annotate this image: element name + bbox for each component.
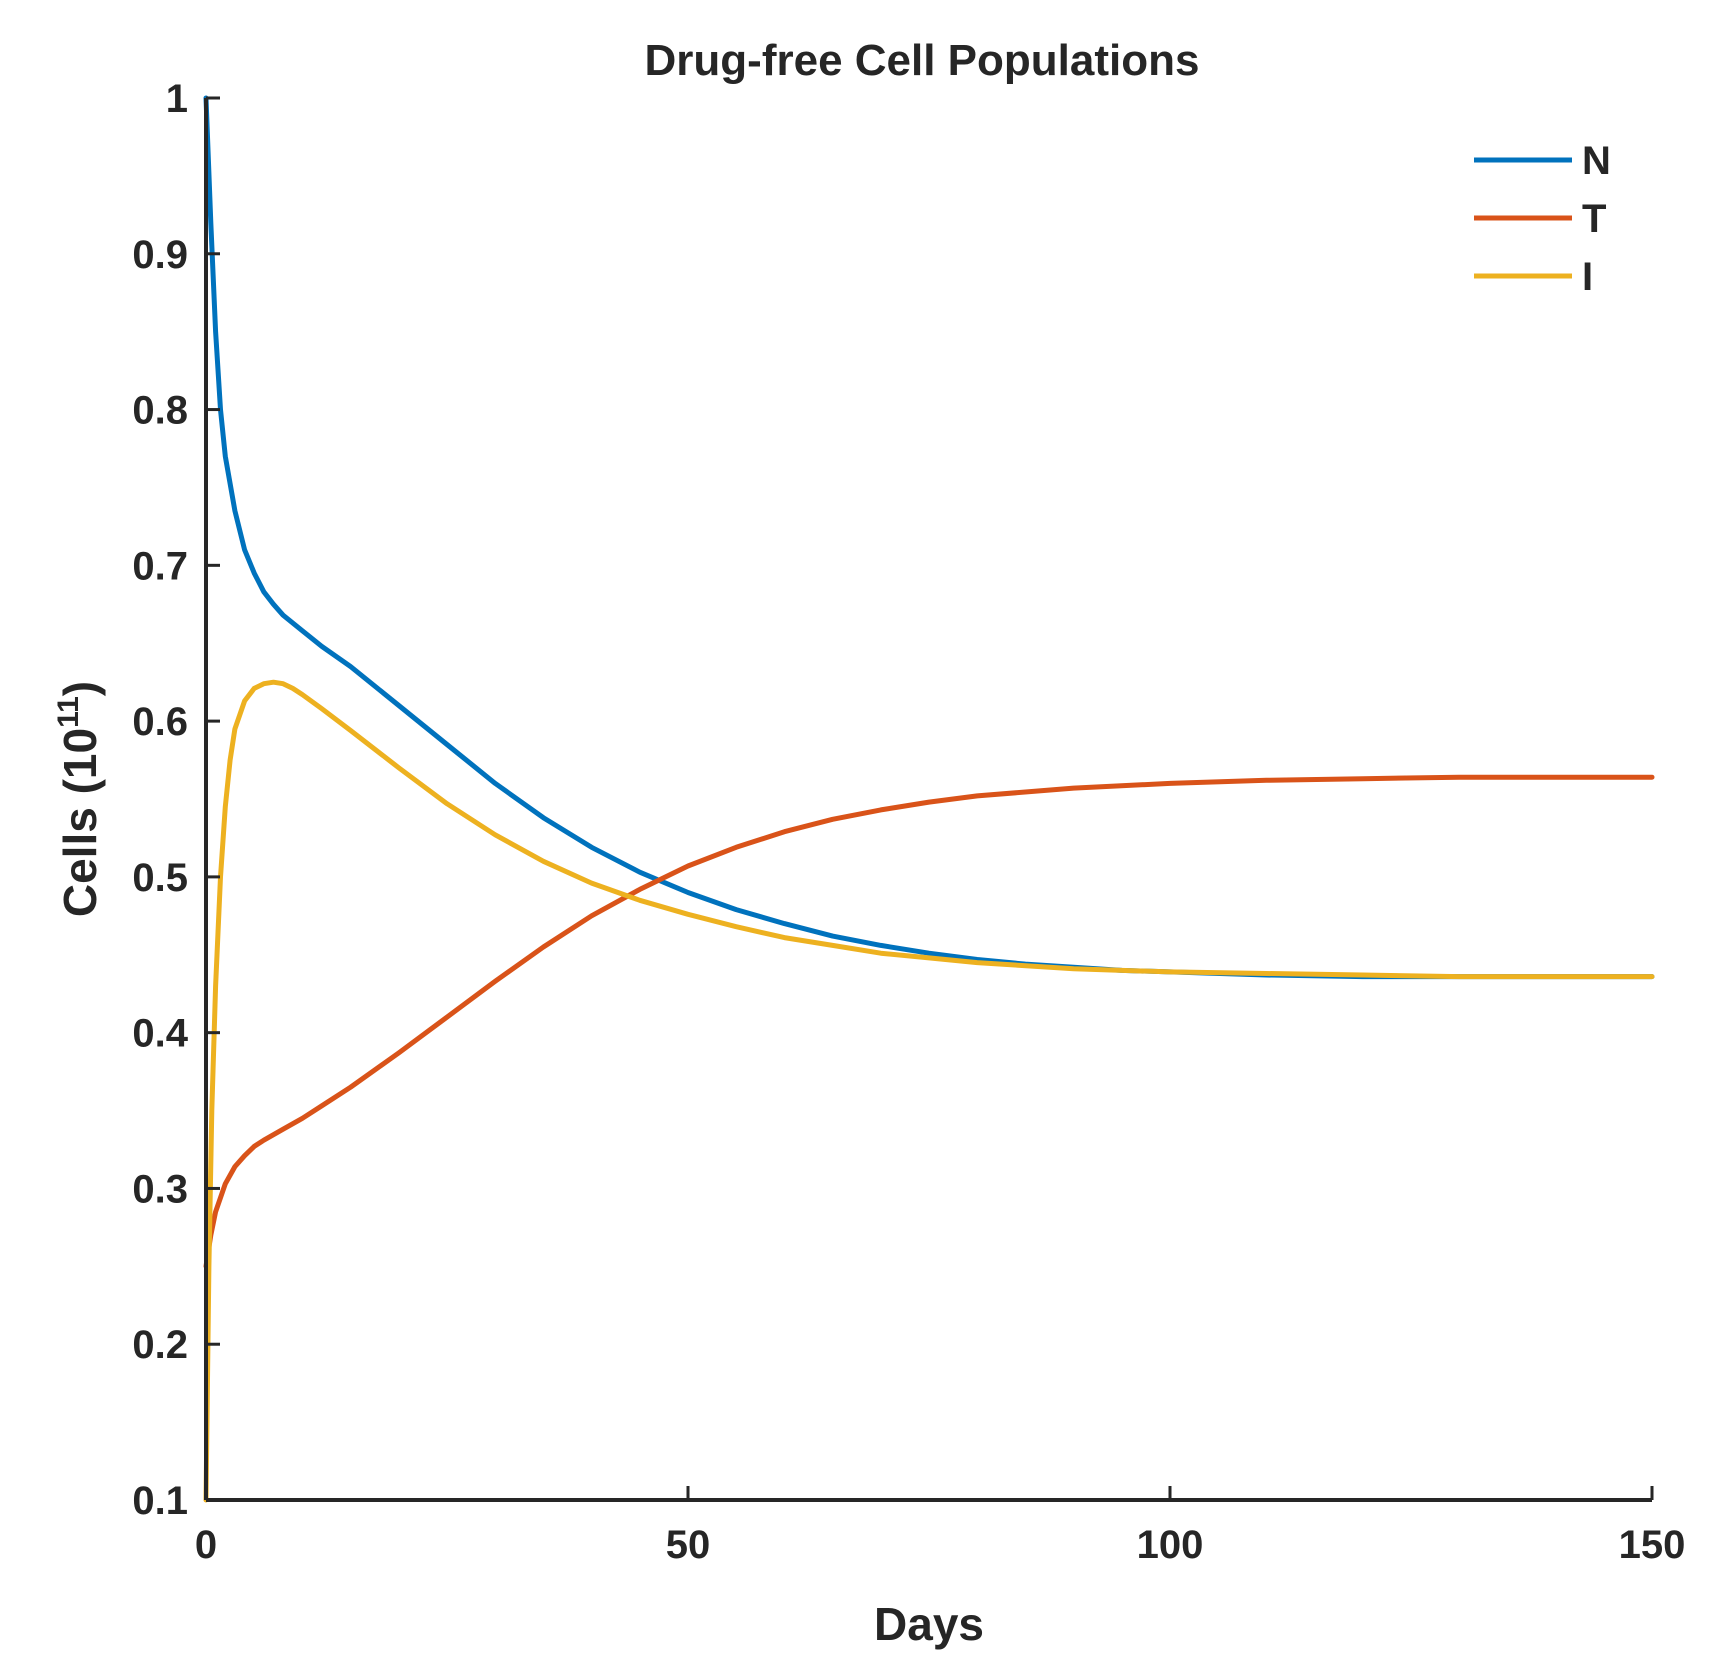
x-tick-label: 100 <box>1137 1523 1204 1567</box>
x-tick-label: 150 <box>1619 1523 1686 1567</box>
y-tick-label: 0.6 <box>132 700 188 744</box>
x-axis-label: Days <box>874 1598 984 1650</box>
y-ticks: 0.1 0.2 0.3 0.4 0.5 0.6 0.7 0.8 0.9 1 <box>132 77 220 1523</box>
series-line-n <box>203 95 1655 980</box>
legend-item-i: I <box>1474 255 1593 299</box>
legend-item-t: T <box>1474 197 1606 241</box>
y-axis-label-base: Cells (10 <box>54 728 106 917</box>
legend-label: T <box>1582 197 1606 241</box>
legend: NTI <box>1474 139 1611 299</box>
y-tick-label: 0.3 <box>132 1167 188 1211</box>
legend-label: N <box>1582 139 1611 183</box>
y-tick-label: 0.5 <box>132 856 188 900</box>
y-axis-label: Cells (1011) <box>52 681 106 917</box>
y-axis-label-exponent: 11 <box>52 696 85 728</box>
x-tick-label: 50 <box>666 1523 711 1567</box>
x-tick-label: 0 <box>195 1523 217 1567</box>
series-layer <box>203 95 1655 1503</box>
chart-title: Drug-free Cell Populations <box>645 36 1200 85</box>
series-line-t <box>203 774 1655 1269</box>
series-line-i <box>203 679 1655 1503</box>
y-tick-label: 0.4 <box>132 1012 188 1056</box>
y-tick-label: 0.7 <box>132 544 188 588</box>
legend-item-n: N <box>1474 139 1611 183</box>
y-axis-label-close: ) <box>54 681 106 696</box>
y-tick-label: 0.2 <box>132 1323 188 1367</box>
x-ticks: 0 50 100 150 <box>195 1486 1686 1567</box>
y-tick-label: 0.9 <box>132 233 188 277</box>
y-tick-label: 1 <box>166 77 188 121</box>
y-tick-label: 0.8 <box>132 389 188 433</box>
legend-label: I <box>1582 255 1593 299</box>
y-tick-label: 0.1 <box>132 1479 188 1523</box>
